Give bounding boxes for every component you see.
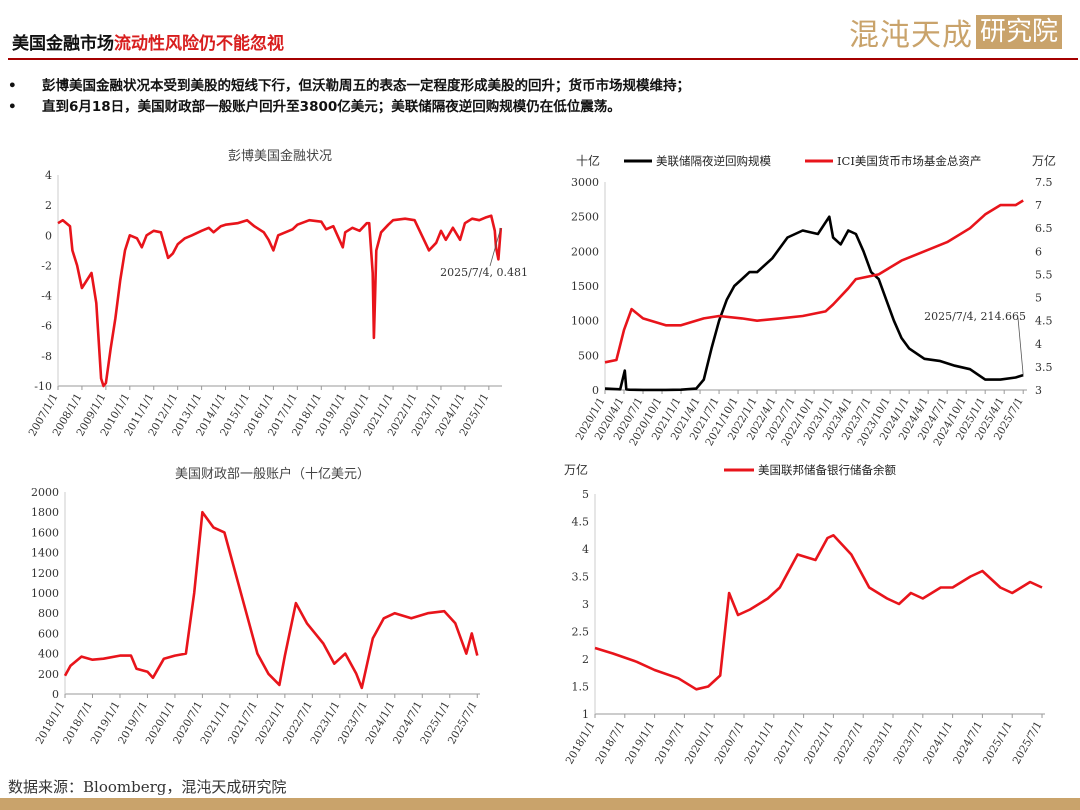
y-tick-label: 2000 — [571, 245, 599, 258]
logo-text: 混沌天成 — [848, 18, 973, 53]
y-tick-label: -8 — [41, 350, 52, 363]
annotation-label: 2025/7/4, 214.665 — [924, 310, 1026, 323]
y-tick-label: 1800 — [31, 506, 59, 519]
y-right-tick-label: 5.5 — [1035, 268, 1053, 281]
y-right-tick-label: 4.5 — [1035, 315, 1053, 328]
y-tick-label: -4 — [41, 290, 52, 303]
x-tick-label: 2018/1/1 — [564, 720, 598, 767]
title-highlight: 流动性风险仍不能忽视 — [114, 34, 284, 54]
x-tick-label: 2024/1/1 — [921, 720, 955, 767]
annotation-leader — [1017, 317, 1024, 376]
axis-unit: 万亿 — [564, 462, 588, 477]
chart-bloomberg-fci: 420-2-4-6-8-102007/1/12008/1/12009/1/120… — [27, 148, 528, 438]
y-right-tick-label: 5 — [1035, 292, 1042, 305]
series-line — [604, 215, 1024, 392]
x-tick-label: 2025/1/1 — [981, 720, 1015, 767]
x-tick-label: 2023/7/1 — [891, 720, 925, 767]
left-axis-unit: 十亿 — [576, 153, 600, 168]
series-line — [604, 199, 1024, 364]
y-tick-label: 3000 — [571, 176, 599, 189]
x-tick-label: 2023/1/1 — [862, 720, 896, 767]
y-tick-label: 600 — [38, 627, 59, 640]
y-tick-label: 4 — [582, 543, 589, 556]
footer-bar — [0, 798, 1080, 810]
y-tick-label: 1000 — [571, 315, 599, 328]
legend-label: ICI美国货币市场基金总资产 — [837, 154, 981, 168]
data-source-note: 数据来源：Bloomberg，混沌天成研究院 — [8, 778, 287, 796]
y-right-tick-label: 6.5 — [1035, 222, 1053, 235]
y-right-tick-label: 6 — [1035, 245, 1042, 258]
y-tick-label: 4 — [45, 169, 52, 182]
series-line — [57, 214, 503, 388]
y-tick-label: 200 — [38, 668, 59, 681]
y-tick-label: 0 — [45, 229, 52, 242]
bullet-item: 直到6月18日，美国财政部一般账户回升至3800亿美元；美联储隔夜逆回购规模仍在… — [8, 97, 690, 118]
y-tick-label: 3.5 — [572, 571, 590, 584]
logo-box-text: 研究院 — [975, 15, 1062, 49]
x-tick-label: 2022/7/1 — [832, 720, 866, 767]
y-tick-label: 3 — [582, 598, 589, 611]
right-axis-unit: 万亿 — [1032, 153, 1056, 168]
page-title: 美国金融市场流动性风险仍不能忽视 — [12, 29, 284, 54]
title-prefix: 美国金融市场 — [12, 34, 114, 54]
series-line — [63, 510, 479, 690]
x-tick-label: 2020/1/1 — [683, 720, 717, 767]
y-tick-label: 2000 — [31, 486, 59, 499]
y-tick-label: 1600 — [31, 526, 59, 539]
x-tick-label: 2018/7/1 — [593, 720, 627, 767]
y-tick-label: -2 — [41, 259, 52, 272]
y-tick-label: 2 — [582, 653, 589, 666]
legend-label: 美国联邦储备银行储备余额 — [758, 463, 896, 477]
bullet-item: 彭博美国金融状况本受到美股的短线下行，但沃勒周五的表态一定程度形成美股的回升；货… — [8, 76, 690, 97]
y-right-tick-label: 7 — [1035, 199, 1042, 212]
x-tick-label: 2025/7/1 — [1011, 720, 1045, 767]
chart-reverse-repo-mmf: 3000 2500 2000 1500 1000 500 0 7.5 7 6.5 6 5.5 5 4.5 4… — [571, 153, 1056, 448]
chart-title: 彭博美国金融状况 — [228, 148, 332, 164]
x-tick-label: 2021/1/1 — [742, 720, 776, 767]
x-tick-label: 2019/7/1 — [653, 720, 687, 767]
y-tick-label: 1 — [582, 708, 589, 721]
y-right-tick-label: 3 — [1035, 384, 1042, 397]
y-tick-label: 1500 — [571, 280, 599, 293]
x-tick-label: 2021/7/1 — [772, 720, 806, 767]
y-tick-label: 2500 — [571, 211, 599, 224]
chart-fed-reserve-balances: 5 4.5 4 3.5 3 2.5 2 1.5 12018/1/12018/7/12019/1/… — [564, 462, 1045, 767]
y-tick-label: 2 — [45, 199, 52, 212]
y-tick-label: 2.5 — [572, 626, 590, 639]
y-right-tick-label: 4 — [1035, 338, 1042, 351]
x-tick-label: 2024/7/1 — [951, 720, 985, 767]
y-tick-label: 1400 — [31, 547, 59, 560]
annotation-label: 2025/7/4, 0.481 — [440, 266, 528, 279]
summary-bullets: 彭博美国金融状况本受到美股的短线下行，但沃勒周五的表态一定程度形成美股的回升；货… — [8, 76, 690, 118]
x-tick-label: 2019/1/1 — [623, 720, 657, 767]
y-tick-label: -6 — [41, 320, 52, 333]
page-header: 美国金融市场流动性风险仍不能忽视 混沌天成 研究院 — [0, 0, 1080, 62]
annotation-leader — [489, 227, 502, 267]
y-right-tick-label: 3.5 — [1035, 361, 1053, 374]
y-right-tick-label: 7.5 — [1035, 176, 1053, 189]
series-line — [594, 534, 1043, 691]
x-tick-label: 2022/1/1 — [802, 720, 836, 767]
y-tick-label: 500 — [578, 349, 599, 362]
y-tick-label: 1.5 — [572, 681, 590, 694]
y-tick-label: 400 — [38, 648, 59, 661]
y-tick-label: 0 — [52, 688, 59, 701]
header-divider — [8, 58, 1078, 60]
y-tick-label: 0 — [592, 384, 599, 397]
y-tick-label: 5 — [582, 488, 589, 501]
brand-logo: 混沌天成 研究院 — [849, 10, 1062, 54]
chart-treasury-general-account: 2000180016001400120010008006004002000201… — [31, 466, 480, 746]
y-tick-label: 4.5 — [572, 516, 590, 529]
y-tick-label: 1200 — [31, 567, 59, 580]
x-tick-label: 2020/7/1 — [713, 720, 747, 767]
y-tick-label: 800 — [38, 607, 59, 620]
legend-label: 美联储隔夜逆回购规模 — [656, 154, 771, 168]
y-tick-label: 1000 — [31, 587, 59, 600]
chart-title: 美国财政部一般账户（十亿美元） — [175, 466, 370, 482]
y-tick-label: -10 — [34, 380, 52, 393]
